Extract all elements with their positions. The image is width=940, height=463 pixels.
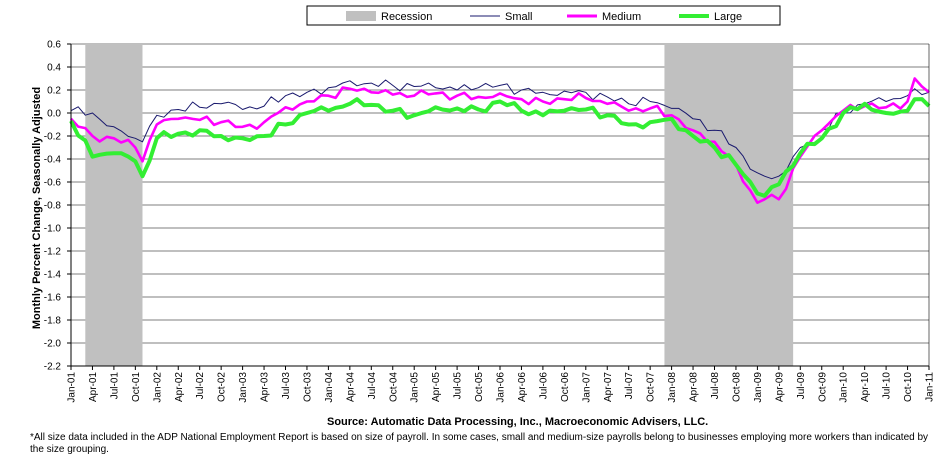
x-tick-label: Jul-05	[453, 372, 464, 400]
x-tick-label: Jul-09	[796, 372, 807, 400]
x-tick-label: Jul-02	[195, 372, 206, 400]
x-tick-label: Jan-02	[152, 372, 163, 403]
legend-label-large: Large	[714, 11, 742, 23]
y-tick-label: -0.8	[44, 201, 62, 212]
x-tick-label: Apr-02	[174, 372, 185, 402]
x-tick-label: Jul-06	[538, 372, 549, 400]
series-lines	[69, 77, 931, 204]
x-tick-label: Apr-03	[260, 372, 271, 402]
x-tick-label: Apr-06	[517, 372, 528, 402]
y-tick-label: -1.8	[44, 316, 62, 327]
x-tick-label: Jul-07	[624, 372, 635, 400]
y-tick-label: -1.0	[44, 224, 62, 235]
x-tick-label: Jul-04	[367, 372, 378, 400]
x-tick-label: Jan-01	[67, 372, 78, 403]
x-tick-label: Jan-05	[410, 372, 421, 403]
y-tick-label: 0.2	[47, 86, 61, 97]
x-tick-label: Oct-03	[302, 372, 313, 402]
x-tick-label: Jan-08	[667, 372, 678, 403]
y-tick-label: 0.4	[47, 63, 61, 74]
x-tick-label: Apr-08	[689, 372, 700, 402]
x-tick-label: Apr-04	[345, 372, 356, 402]
legend-box	[306, 5, 781, 26]
x-tick-label: Jul-01	[109, 372, 120, 400]
y-tick-label: -0.4	[44, 155, 62, 166]
x-tick-label: Oct-06	[560, 372, 571, 402]
x-tick-label: Oct-04	[388, 372, 399, 402]
x-tick-label: Jan-03	[238, 372, 249, 403]
x-tick-label: Oct-07	[646, 372, 657, 402]
x-tick-label: Jul-08	[710, 372, 721, 400]
y-tick-label: -1.4	[44, 270, 62, 281]
x-tick-label: Jul-10	[882, 372, 893, 400]
series-line-large	[69, 97, 931, 198]
legend-label-recession: Recession	[381, 11, 432, 23]
recession-shading	[85, 44, 794, 366]
x-tick-label: Jan-10	[839, 372, 850, 403]
x-tick-label: Jul-03	[281, 372, 292, 400]
x-tick-label: Jan-11	[925, 372, 936, 402]
x-tick-label: Jan-04	[324, 372, 335, 403]
source-note: Source: Automatic Data Processing, Inc.,…	[327, 416, 708, 428]
y-tick-label: 0.0	[47, 109, 61, 120]
x-tick-label: Oct-05	[474, 372, 485, 402]
legend-label-medium: Medium	[602, 11, 641, 23]
y-tick-label: -0.2	[44, 132, 62, 143]
legend-swatch-recession	[346, 11, 376, 21]
x-tick-label: Apr-10	[860, 372, 871, 402]
y-tick-label: -1.6	[44, 293, 62, 304]
y-tick-label: -2.0	[44, 339, 62, 350]
x-tick-label: Apr-09	[774, 372, 785, 402]
x-tick-label: Jan-09	[753, 372, 764, 403]
legend-label-small: Small	[505, 11, 533, 23]
x-tick-label: Jan-07	[581, 372, 592, 403]
legend: Recession Small Medium Large	[306, 5, 781, 26]
recession-band	[85, 44, 143, 366]
recession-band	[664, 44, 794, 366]
y-tick-labels: 0.6 0.4 0.2 0.0 -0.2 -0.4 -0.6 -0.8 -1.0 -1.2 -1.4…	[44, 40, 71, 373]
y-tick-label: 0.6	[47, 40, 61, 51]
y-tick-label: -1.2	[44, 247, 62, 258]
series-line-medium	[70, 77, 930, 204]
x-tick-label: Oct-01	[131, 372, 142, 402]
y-tick-label: -0.6	[44, 178, 62, 189]
footnote: *All size data included in the ADP Natio…	[30, 432, 929, 455]
y-tick-label: -2.2	[44, 362, 62, 373]
x-tick-label: Jan-06	[496, 372, 507, 403]
x-tick-labels: Jan-01 Apr-01 Jul-01 Oct-01 Jan-02 Apr-02 Jul-…	[67, 366, 936, 403]
x-tick-label: Apr-01	[88, 372, 99, 402]
x-tick-label: Oct-10	[903, 372, 914, 402]
y-axis-title: Monthly Percent Change, Seasonally Adjus…	[31, 87, 43, 329]
x-tick-label: Oct-08	[731, 372, 742, 402]
x-tick-label: Apr-07	[603, 372, 614, 402]
x-tick-label: Oct-09	[817, 372, 828, 402]
x-tick-label: Apr-05	[431, 372, 442, 402]
x-tick-label: Oct-02	[217, 372, 228, 402]
